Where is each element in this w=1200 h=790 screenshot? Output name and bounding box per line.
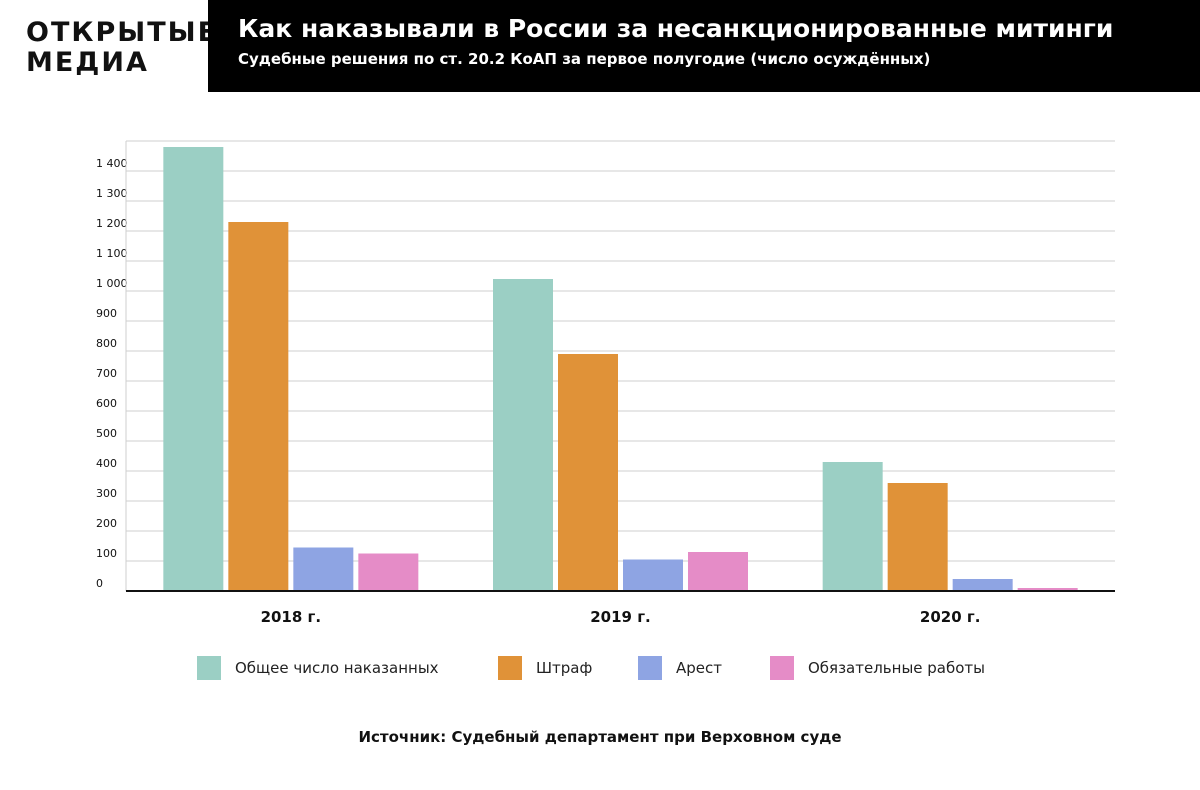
x-category-label: 2018 г. xyxy=(261,608,322,626)
legend-swatch xyxy=(770,656,794,680)
brand-line-1: ОТКРЫТЫЕ xyxy=(26,17,219,48)
y-tick-label: 100 xyxy=(96,547,117,560)
bar-chart: 0 100 200 300 400 500 600 700 800 900 1 000 1 100 1 … xyxy=(96,140,1115,626)
bar xyxy=(887,483,948,591)
title-bar: Как наказывали в России за несанкциониро… xyxy=(208,0,1200,92)
y-tick-label: 300 xyxy=(96,487,117,500)
y-tick-label: 1 300 xyxy=(96,187,128,200)
legend-item: Арест xyxy=(638,656,722,680)
y-tick-label: 200 xyxy=(96,517,117,530)
legend-swatch xyxy=(498,656,522,680)
chart-subtitle: Судебные решения по ст. 20.2 КоАП за пер… xyxy=(238,50,931,68)
bar xyxy=(688,552,748,591)
y-tick-label: 500 xyxy=(96,427,117,440)
legend-item: Обязательные работы xyxy=(770,656,985,680)
legend-label: Общее число наказанных xyxy=(235,659,439,677)
bar xyxy=(1017,588,1078,591)
legend-label: Штраф xyxy=(536,659,593,677)
y-tick-label: 800 xyxy=(96,337,117,350)
y-tick-label: 1 200 xyxy=(96,217,128,230)
y-tick-label: 1 100 xyxy=(96,247,128,260)
chart-title: Как наказывали в России за несанкциониро… xyxy=(238,14,1114,43)
legend-swatch xyxy=(197,656,221,680)
bar xyxy=(623,559,683,591)
y-tick-label: 900 xyxy=(96,307,117,320)
y-tick-label: 400 xyxy=(96,457,117,470)
bar xyxy=(358,553,419,591)
bar xyxy=(293,547,354,591)
source-note: Источник: Судебный департамент при Верхо… xyxy=(358,728,842,746)
legend-swatch xyxy=(638,656,662,680)
bar xyxy=(493,279,553,591)
y-tick-label: 1 000 xyxy=(96,277,128,290)
brand-line-2: МЕДИА xyxy=(26,47,149,78)
legend-label: Арест xyxy=(676,659,722,677)
bar xyxy=(558,354,618,591)
bar xyxy=(952,579,1013,591)
bar xyxy=(822,462,883,591)
y-tick-label: 0 xyxy=(96,577,103,590)
legend-label: Обязательные работы xyxy=(808,659,986,677)
x-category-label: 2019 г. xyxy=(590,608,651,626)
bar xyxy=(228,222,289,591)
x-category-label: 2020 г. xyxy=(920,608,981,626)
brand-logo: ОТКРЫТЫЕ МЕДИА xyxy=(26,18,218,78)
y-tick-label: 1 400 xyxy=(96,157,128,170)
legend-item: Штраф xyxy=(498,656,592,680)
y-tick-label: 700 xyxy=(96,367,117,380)
bar xyxy=(163,147,224,591)
legend: Общее число наказанных Штраф Арест Обязател… xyxy=(0,656,1200,686)
legend-item: Общее число наказанных xyxy=(197,656,439,680)
y-tick-label: 600 xyxy=(96,397,117,410)
